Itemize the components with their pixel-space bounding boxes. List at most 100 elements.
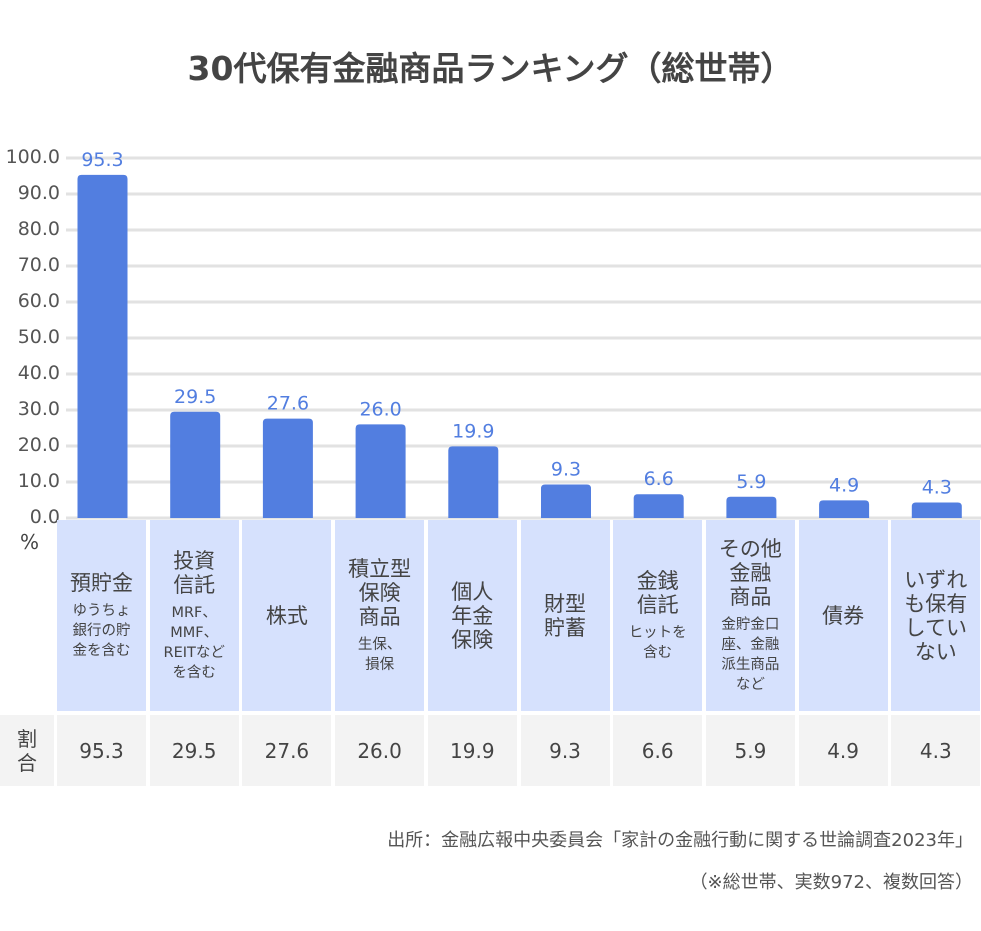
y-tick-label: 80.0: [17, 218, 60, 240]
category-note-line: REITなど: [163, 644, 225, 661]
bar: [448, 446, 499, 518]
table-value-cell: 5.9: [705, 715, 795, 786]
table-value-cell: 27.6: [242, 715, 332, 786]
category-name-line: その他: [718, 536, 782, 561]
category-cell: 財型 貯蓄: [520, 520, 610, 711]
bar: [262, 418, 313, 518]
category-name-line: 年金: [451, 603, 494, 628]
category-name-line: 保険: [358, 580, 401, 605]
category-cell: 金銭 信託ヒットを含む: [613, 520, 703, 711]
table-row-label: 割 合: [0, 715, 54, 786]
bar-value-label: 9.3: [551, 459, 581, 481]
category-name-line: してい: [904, 615, 967, 640]
table-value-cell: 6.6: [613, 715, 703, 786]
category-name-line: 保険: [451, 627, 494, 652]
category-cell: 積立型 保険 商品生保、損保: [335, 520, 425, 711]
bar-value-label: 5.9: [736, 471, 766, 493]
category-name-line: 金融: [729, 560, 772, 585]
category-note: 金貯金口座、金融派生商品など: [721, 615, 779, 695]
category-cell: 株式: [242, 520, 332, 711]
category-note-line: など: [735, 676, 765, 693]
category-note-line: 座、金融: [721, 636, 780, 653]
category-note-line: 銀行の貯: [72, 622, 131, 639]
category-name: 財型 貯蓄: [544, 592, 586, 640]
category-cell: 投資 信託 MRF、 MMF、 REITなど を含む: [149, 520, 239, 711]
category-note-line: MRF、: [171, 604, 217, 621]
category-cell: 預貯金 ゆうちょ 銀行の貯 金を含む: [57, 520, 146, 711]
y-tick-label: 10.0: [17, 470, 60, 492]
bar-chart: 95.3 29.5 27.6 26.0 19.9 9.3 6.6 5.9 4.9 4.3: [66, 149, 981, 520]
category-name: 個人 年金 保険: [451, 580, 493, 652]
unit-label: %: [20, 530, 40, 554]
category-name: いずれ も保有 してい ない: [904, 568, 967, 664]
y-tick-label: 50.0: [17, 326, 60, 348]
category-name-line: も保有: [904, 591, 968, 616]
category-note-line: 金を含む: [72, 642, 131, 659]
bar-value-label: 19.9: [452, 420, 494, 442]
row-label-char: 割: [17, 726, 37, 751]
bar-value-label: 6.6: [644, 468, 674, 490]
y-tick-label: 60.0: [17, 290, 60, 312]
category-name-line: 信託: [173, 572, 216, 597]
category-note: MRF、 MMF、 REITなど を含む: [164, 603, 225, 683]
category-name-line: 財型: [544, 591, 586, 616]
category-name-line: 株式: [265, 603, 308, 628]
category-note-line: ヒットを: [628, 624, 687, 641]
category-cell: 個人 年金 保険: [427, 520, 517, 711]
y-tick-label: 0.0: [29, 506, 60, 528]
category-note: ゆうちょ 銀行の貯 金を含む: [73, 601, 131, 661]
category-name: 投資 信託: [173, 549, 215, 597]
bar-value-label: 4.9: [829, 474, 859, 496]
bar-value-label: 4.3: [922, 477, 952, 499]
category-note-line: 生保、: [357, 636, 402, 653]
bar: [355, 424, 406, 518]
bar-value-label: 26.0: [359, 398, 401, 420]
category-cell: いずれ も保有 してい ない: [891, 520, 981, 711]
category-note-line: 派生商品: [721, 656, 780, 673]
category-name-line: 預貯金: [70, 570, 133, 595]
bar: [541, 484, 591, 518]
category-name-line: 個人: [451, 579, 494, 604]
row-label-char: 合: [17, 750, 37, 775]
category-note-line: 含む: [643, 644, 673, 661]
table-value-cell: 4.9: [798, 715, 888, 786]
bar-value-label: 29.5: [174, 386, 216, 408]
bar: [633, 494, 684, 518]
category-name-line: ない: [914, 639, 957, 664]
category-name: 株式: [266, 604, 308, 628]
category-name-line: 債券: [822, 603, 865, 628]
bar: [170, 411, 221, 518]
y-tick-label: 70.0: [17, 254, 60, 276]
category-note-line: 金貯金口: [721, 616, 780, 633]
bar-value-label: 95.3: [81, 149, 123, 171]
y-tick-label: 40.0: [17, 362, 60, 384]
category-name-line: 積立型: [348, 556, 412, 581]
category-name-line: 商品: [358, 604, 401, 629]
category-note: ヒットを 含む: [629, 623, 687, 663]
table-value-cell: 4.3: [891, 715, 981, 786]
table-value-cell: 29.5: [149, 715, 239, 786]
category-name: その他 金融 商品: [719, 537, 782, 609]
category-name-line: 投資: [173, 548, 216, 573]
remark-note: （※総世帯、実数972、複数回答）: [689, 872, 973, 893]
category-name: 金銭 信託: [637, 569, 679, 617]
bar: [726, 496, 777, 518]
category-name: 債券: [822, 604, 864, 628]
bar-value-label: 27.6: [267, 393, 309, 415]
y-tick-label: 90.0: [17, 182, 60, 204]
category-note-line: 損保: [365, 656, 395, 673]
category-name-line: 金銭: [636, 568, 679, 593]
category-name: 預貯金: [70, 571, 133, 595]
bar: [911, 502, 962, 518]
category-name-line: いずれ: [904, 567, 968, 592]
y-tick-label: 100.0: [5, 146, 60, 168]
table-value-cell: 95.3: [57, 715, 146, 786]
category-note: 生保、 損保: [358, 635, 402, 675]
category-name-line: 信託: [636, 592, 679, 617]
category-name-line: 商品: [729, 584, 772, 609]
category-name-line: 貯蓄: [544, 615, 586, 640]
y-tick-label: 20.0: [17, 434, 60, 456]
category-cell: その他 金融 商品金貯金口座、金融派生商品など: [705, 520, 795, 711]
source-note: 出所：金融広報中央委員会「家計の金融行動に関する世論調査2023年」: [387, 830, 973, 851]
table-value-cell: 9.3: [520, 715, 610, 786]
